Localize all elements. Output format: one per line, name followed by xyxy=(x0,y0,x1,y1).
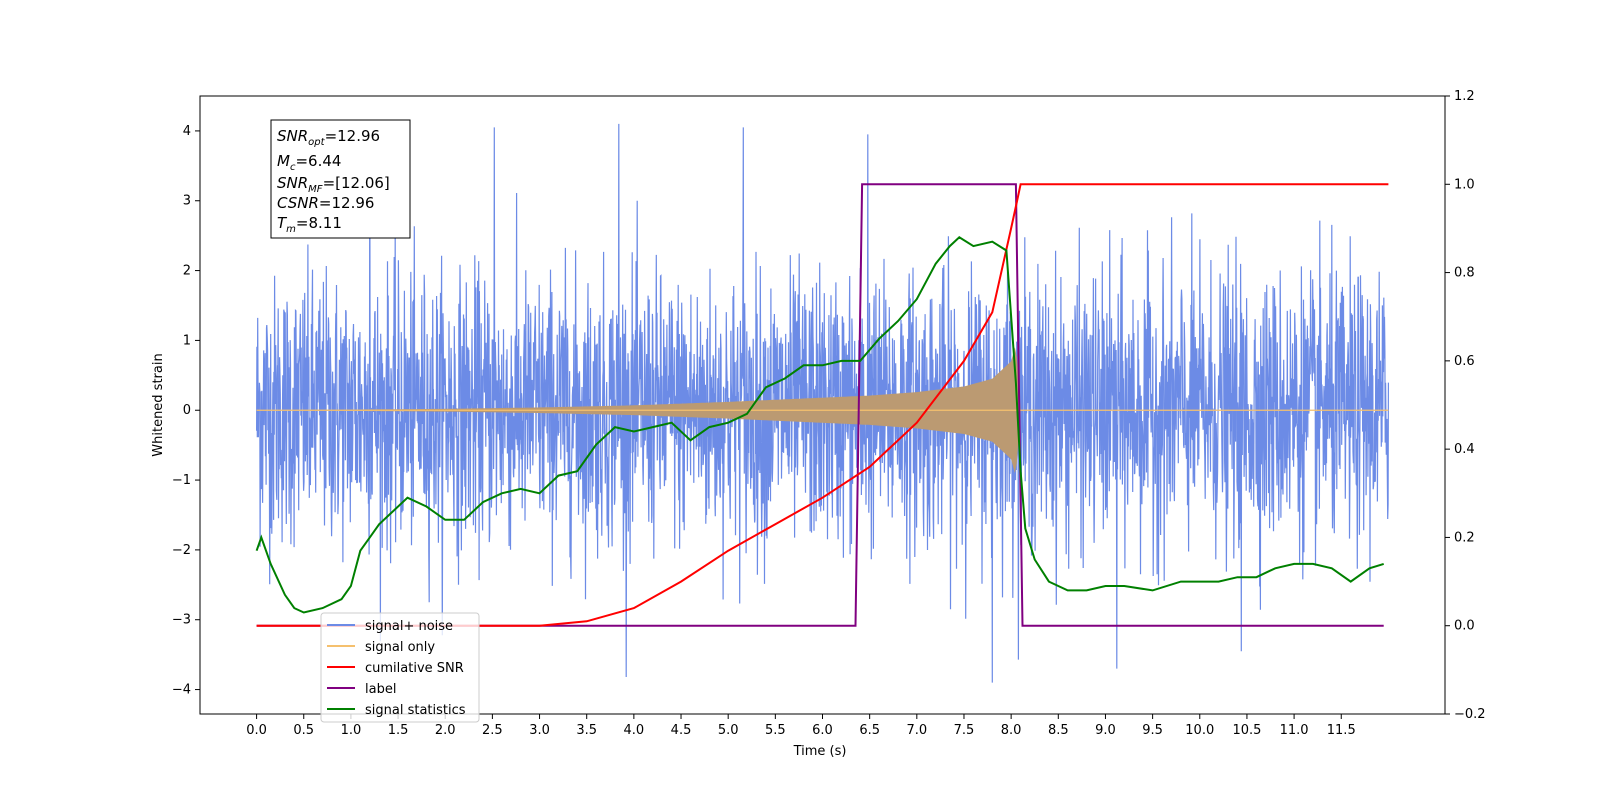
x-tick-label: 3.0 xyxy=(529,723,550,738)
y2-tick-label: 0.2 xyxy=(1454,530,1475,545)
annotation-snr-opt: SNRopt=12.96 xyxy=(277,127,380,148)
x-tick-label: 6.0 xyxy=(812,723,833,738)
annotation-box: SNRopt=12.96 Mc=6.44 SNRMF=[12.06] CSNR=… xyxy=(270,119,411,239)
y-tick-label: −1 xyxy=(172,473,191,488)
legend-box xyxy=(320,612,480,723)
legend-label-label: label xyxy=(365,682,396,697)
y2-tick-label: −0.2 xyxy=(1454,707,1486,722)
x-tick-label: 7.0 xyxy=(906,723,927,738)
y-axis-label: Whitened strain xyxy=(151,353,166,456)
annotation-csnr: CSNR=12.96 xyxy=(277,194,374,212)
y2-tick-label: 0.4 xyxy=(1454,442,1475,457)
y-tick-label: 2 xyxy=(183,264,191,279)
x-tick-label: 5.5 xyxy=(765,723,786,738)
y2-tick-label: 1.2 xyxy=(1454,89,1475,104)
x-tick-label: 9.5 xyxy=(1142,723,1163,738)
legend-label-signal-noise: signal+ noise xyxy=(365,619,453,634)
series-line-cumulative-snr xyxy=(256,183,1389,627)
x-tick-label: 3.5 xyxy=(576,723,597,738)
x-tick-label: 4.0 xyxy=(624,723,645,738)
y2-tick-label: 0.8 xyxy=(1454,266,1475,281)
x-tick-label: 7.5 xyxy=(954,723,975,738)
annotation-mc: Mc=6.44 xyxy=(277,152,341,173)
x-tick-label: 11.5 xyxy=(1327,723,1356,738)
legend: signal+ noise signal only cumilative SNR… xyxy=(320,612,480,723)
annotation-snr-mf: SNRMF=[12.06] xyxy=(277,174,390,195)
series-line-label xyxy=(256,183,1384,627)
y-tick-label: 3 xyxy=(183,194,191,209)
series-line-signal-noise xyxy=(256,123,1390,683)
x-axis-label: Time (s) xyxy=(793,744,847,759)
x-tick-label: 4.5 xyxy=(671,723,692,738)
y-tick-label: 0 xyxy=(183,403,191,418)
y2-tick-label: 0.6 xyxy=(1454,354,1475,369)
annotation-tm: Tm=8.11 xyxy=(277,214,342,235)
x-tick-label: 2.5 xyxy=(482,723,503,738)
x-tick-label: 10.5 xyxy=(1232,723,1261,738)
x-tick-label: 8.0 xyxy=(1001,723,1022,738)
y2-tick-label: 1.0 xyxy=(1454,177,1475,192)
x-tick-label: 0.0 xyxy=(246,723,267,738)
x-tick-label: 5.0 xyxy=(718,723,739,738)
legend-label-signal-statistics: signal statistics xyxy=(365,703,466,718)
y-tick-label: 4 xyxy=(183,124,191,139)
x-tick-label: 2.0 xyxy=(435,723,456,738)
y2-tick-label: 0.0 xyxy=(1454,619,1475,634)
series-line-signal-statistics xyxy=(255,236,1384,614)
x-tick-label: 0.5 xyxy=(293,723,314,738)
legend-label-cumulative-snr: cumilative SNR xyxy=(365,661,464,676)
x-tick-label: 6.5 xyxy=(859,723,880,738)
y-tick-label: −2 xyxy=(172,543,191,558)
x-tick-label: 1.0 xyxy=(341,723,362,738)
x-tick-label: 11.0 xyxy=(1280,723,1309,738)
x-tick-label: 8.5 xyxy=(1048,723,1069,738)
x-tick-label: 10.0 xyxy=(1185,723,1214,738)
y-tick-label: −4 xyxy=(172,683,191,698)
legend-label-signal-only: signal only xyxy=(365,640,435,655)
y-tick-label: 1 xyxy=(183,333,191,348)
y-tick-label: −3 xyxy=(172,613,191,628)
x-tick-label: 1.5 xyxy=(388,723,409,738)
x-tick-label: 9.0 xyxy=(1095,723,1116,738)
